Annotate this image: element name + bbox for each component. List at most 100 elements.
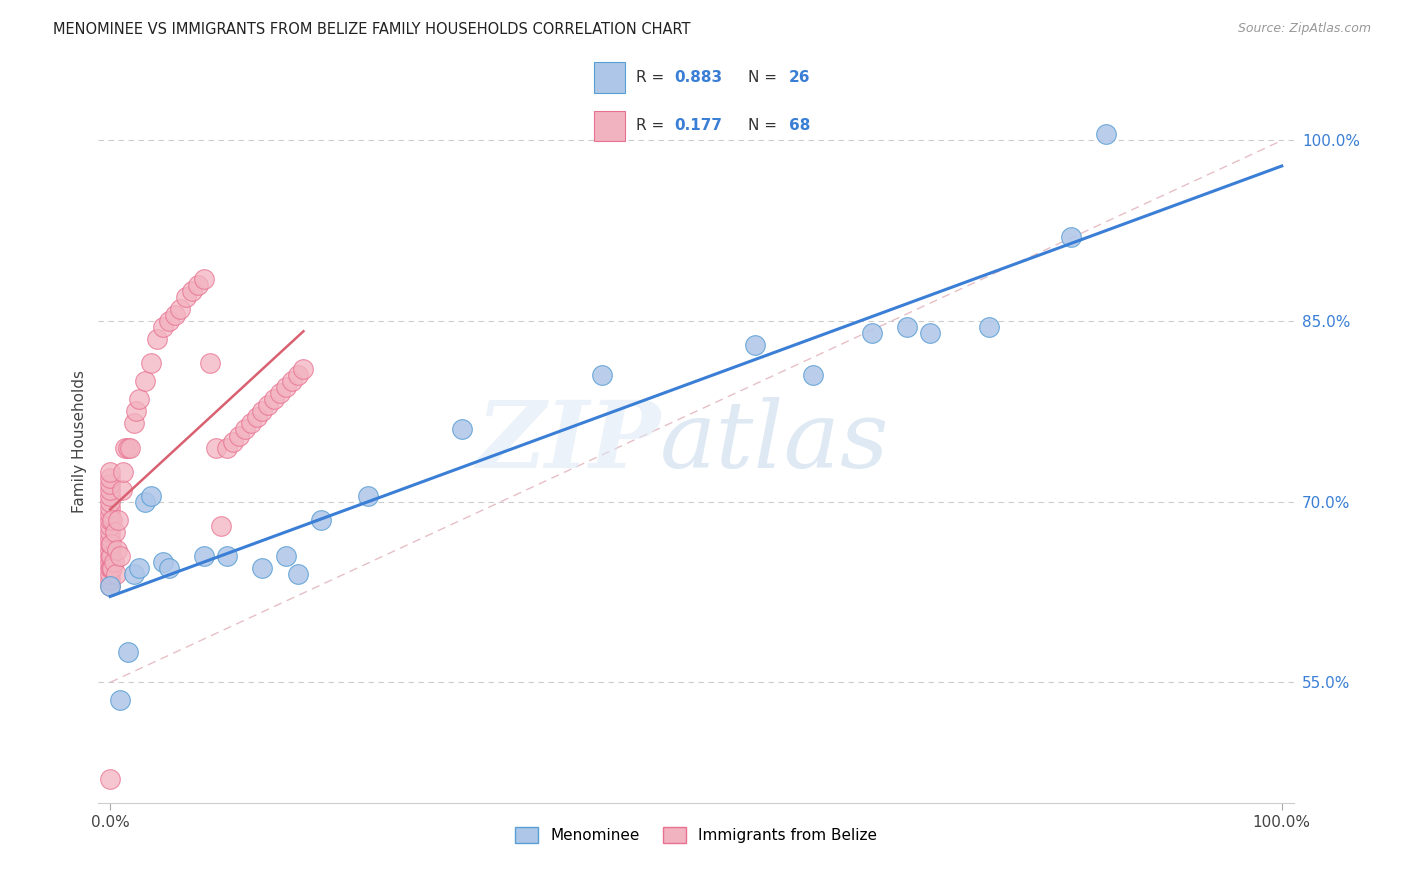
Point [98,579,121,593]
Point [122,567,145,582]
Point [108,693,131,707]
Point [98,537,121,551]
Point [141,489,163,503]
Point [98,519,121,533]
Point [98,561,121,575]
Point [98,465,121,479]
Point [187,277,209,292]
Point [103,555,125,569]
Text: atlas: atlas [661,397,890,486]
Point [98,494,121,508]
Point [860,326,883,341]
Point [98,573,121,587]
Point [292,362,315,376]
Point [217,441,239,455]
Point [100,537,122,551]
Point [98,567,121,582]
Point [309,513,332,527]
Point [128,392,150,407]
Point [152,555,174,569]
Point [174,290,197,304]
Point [100,549,122,563]
Point [98,489,121,503]
Point [204,441,226,455]
Point [591,368,613,383]
Point [98,507,121,521]
Point [228,428,250,442]
Point [146,332,169,346]
Text: N =: N = [748,70,782,86]
Point [193,549,215,563]
Point [105,542,128,557]
Point [98,531,121,545]
Legend: Menominee, Immigrants from Belize: Menominee, Immigrants from Belize [509,822,883,849]
Point [181,284,204,298]
Text: R =: R = [636,70,669,86]
Point [169,301,191,317]
Point [157,561,180,575]
Point [98,500,121,515]
Point [744,338,766,352]
Text: MENOMINEE VS IMMIGRANTS FROM BELIZE FAMILY HOUSEHOLDS CORRELATION CHART: MENOMINEE VS IMMIGRANTS FROM BELIZE FAMI… [53,22,690,37]
Point [450,423,472,437]
Point [134,494,156,508]
Point [134,375,156,389]
Point [120,441,141,455]
Point [163,308,186,322]
Point [101,513,124,527]
Point [193,272,215,286]
Point [98,513,121,527]
Point [222,434,245,449]
Text: 26: 26 [789,70,811,86]
Point [287,567,309,582]
Point [157,314,180,328]
Y-axis label: Family Households: Family Households [72,370,87,513]
Point [107,513,129,527]
Text: 0.177: 0.177 [673,119,721,134]
Point [122,417,145,431]
Point [98,476,121,491]
Point [125,404,148,418]
Point [98,555,121,569]
Point [100,561,122,575]
Point [98,483,121,497]
Point [801,368,824,383]
Text: R =: R = [636,119,669,134]
Point [217,549,239,563]
Point [105,567,128,582]
Point [233,423,256,437]
Point [246,410,269,425]
Point [252,561,274,575]
Point [257,398,280,412]
Point [239,417,262,431]
Point [117,645,139,659]
Point [98,772,121,786]
Text: N =: N = [748,119,782,134]
Point [252,404,274,418]
Point [98,471,121,485]
Point [211,519,233,533]
Point [98,579,121,593]
Point [357,489,380,503]
Point [112,465,135,479]
Point [108,549,131,563]
Point [98,549,121,563]
Point [111,483,134,497]
Point [117,441,139,455]
Point [1060,230,1083,244]
Text: Source: ZipAtlas.com: Source: ZipAtlas.com [1237,22,1371,36]
Point [114,441,136,455]
Point [977,320,1000,334]
Point [98,542,121,557]
Point [896,320,918,334]
Point [101,561,124,575]
Point [152,320,174,334]
Point [98,524,121,539]
Point [281,375,304,389]
Text: 68: 68 [789,119,810,134]
Point [920,326,942,341]
Point [287,368,309,383]
FancyBboxPatch shape [595,62,624,93]
Point [1095,128,1118,142]
Point [263,392,285,407]
